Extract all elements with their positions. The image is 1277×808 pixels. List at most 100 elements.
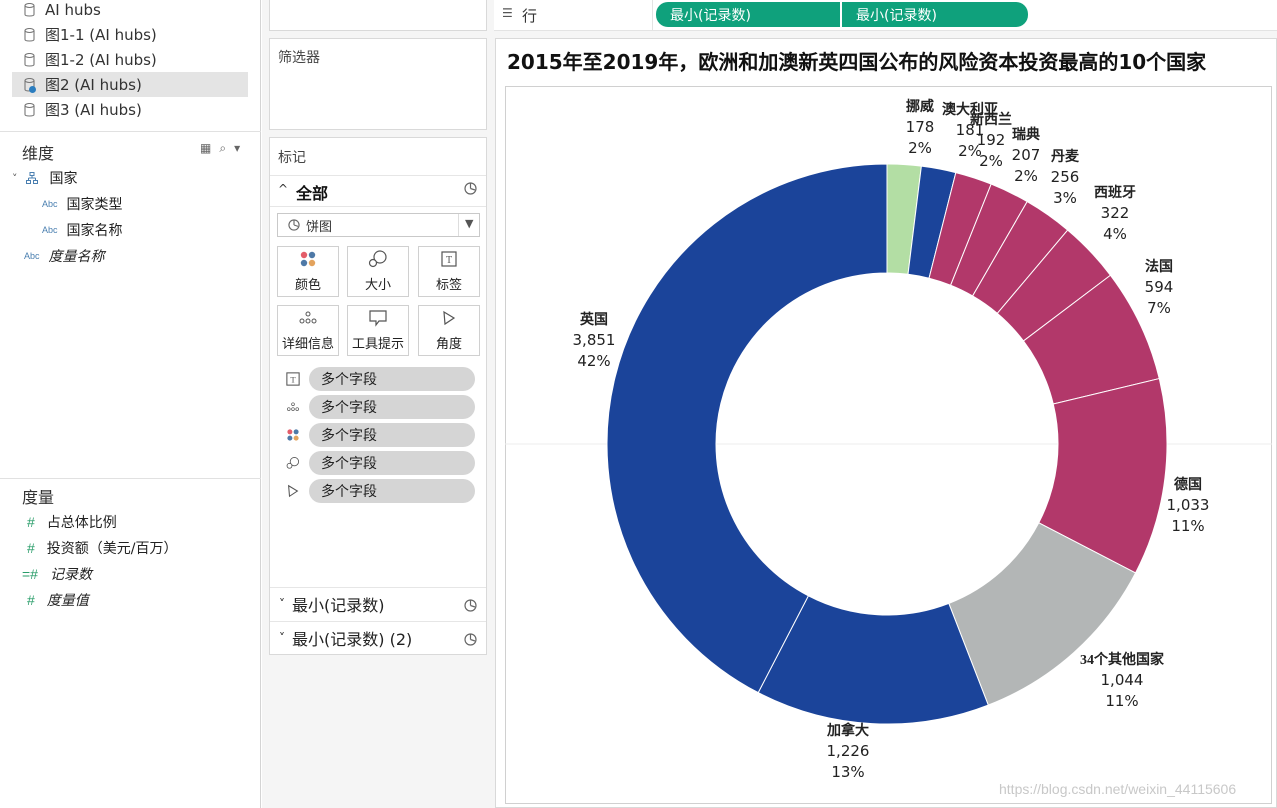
slice-name-label: 加拿大 — [826, 722, 869, 739]
filters-card[interactable]: 筛选器 — [269, 38, 487, 130]
mark-field-row: 多个字段 — [284, 395, 478, 419]
slice-value-label: 178 — [906, 118, 935, 136]
mark-type-dropdown[interactable]: 饼图 ▼ — [277, 213, 480, 237]
string-type-icon: Abc — [24, 251, 40, 261]
sub-marks-label: 最小(记录数) (2) — [292, 629, 413, 649]
dimension-field[interactable]: Abc 国家类型 — [42, 194, 123, 214]
rows-label: 行 — [522, 7, 538, 25]
color-icon[interactable] — [284, 428, 302, 442]
database-icon — [24, 52, 35, 67]
search-icon[interactable]: ⌕ — [219, 141, 227, 155]
slice-label: 34个其他国家 1,044 11% — [1080, 651, 1165, 710]
expand-caret-icon: ˅ — [279, 596, 285, 611]
dimensions-title: 维度 — [22, 144, 55, 163]
dimension-field[interactable]: Abc 度量名称 — [24, 246, 105, 266]
measure-field[interactable]: # 投资额（美元/百万） — [27, 538, 178, 558]
expand-caret-icon[interactable]: ˅ — [12, 171, 18, 185]
field-pill[interactable]: 多个字段 — [309, 479, 475, 503]
string-type-icon: Abc — [42, 199, 58, 209]
number-type-icon: # — [27, 514, 35, 530]
datasource-label: 图2 (AI hubs) — [45, 76, 142, 94]
slice-label: 新西兰 192 2% — [970, 111, 1012, 170]
slice-name-label: 西班牙 — [1094, 184, 1136, 201]
marks-card: 标记 ^ 全部 饼图 ▼ 颜色 大小 T 标签 详细信息 工具提示 角度 T 多个字段 多个字段… — [269, 137, 487, 655]
angle-mark-button[interactable]: 角度 — [418, 305, 480, 356]
row-pill-min-records-2[interactable]: 最小(记录数) — [842, 2, 1028, 27]
svg-text:T: T — [446, 255, 452, 266]
sub-marks-min-records-2[interactable]: ˅ 最小(记录数) (2) — [270, 621, 486, 653]
slice-label: 澳大利亚 181 2% — [942, 101, 998, 160]
slice-percent-label: 11% — [1171, 517, 1204, 535]
angle-icon — [441, 307, 457, 329]
number-type-icon: # — [27, 540, 35, 556]
field-pill[interactable]: 多个字段 — [309, 451, 475, 475]
measure-field[interactable]: # 占总体比例 — [27, 512, 117, 532]
mark-button-label: 详细信息 — [281, 337, 334, 352]
collapse-caret-icon[interactable]: ^ — [278, 182, 289, 196]
dimension-label: 国家 — [49, 171, 78, 187]
angle-icon[interactable] — [284, 484, 302, 498]
slice-name-label: 德国 — [1174, 476, 1202, 493]
svg-text:T: T — [290, 375, 296, 385]
measure-field[interactable]: =# 记录数 — [22, 564, 92, 584]
slice-name-label: 英国 — [579, 311, 608, 328]
slice-percent-label: 11% — [1105, 692, 1138, 710]
row-pill-min-records[interactable]: 最小(记录数) — [656, 2, 840, 27]
detail-icon[interactable] — [284, 400, 302, 414]
size-mark-button[interactable]: 大小 — [347, 246, 409, 297]
color-mark-button[interactable]: 颜色 — [277, 246, 339, 297]
list-view-icon[interactable]: ▦ — [200, 141, 212, 155]
mark-type-value: 饼图 — [306, 219, 333, 235]
label-icon[interactable]: T — [284, 372, 302, 386]
field-pill[interactable]: 多个字段 — [309, 395, 475, 419]
detail-icon — [298, 307, 318, 329]
slice-name-label: 澳大利亚 — [942, 101, 998, 118]
pie-mark-icon — [464, 182, 477, 199]
dimension-field[interactable]: ˅ 国家 — [12, 168, 78, 188]
plot-frame — [505, 86, 1272, 804]
dimension-field[interactable]: Abc 国家名称 — [42, 220, 123, 240]
database-icon — [24, 2, 35, 17]
field-pill[interactable]: 多个字段 — [309, 423, 475, 447]
slice-percent-label: 3% — [1053, 189, 1077, 207]
slice-label: 德国 1,033 11% — [1167, 476, 1210, 535]
chevron-down-icon: ▼ — [465, 217, 474, 230]
datasource-item[interactable]: 图2 (AI hubs) — [12, 72, 248, 97]
shelf-divider — [652, 0, 653, 30]
datasource-item[interactable]: 图1-1 (AI hubs) — [12, 22, 248, 47]
slice-value-label: 256 — [1051, 168, 1080, 186]
dimension-label: 国家类型 — [66, 197, 123, 213]
slice-percent-label: 2% — [958, 142, 982, 160]
slice-name-label: 丹麦 — [1051, 148, 1080, 165]
tooltip-mark-button[interactable]: 工具提示 — [347, 305, 409, 356]
mark-field-row: 多个字段 — [284, 423, 478, 447]
tooltip-icon — [368, 307, 388, 329]
database-icon — [24, 27, 35, 42]
detail-mark-button[interactable]: 详细信息 — [277, 305, 339, 356]
datasource-label: 图1-2 (AI hubs) — [45, 51, 157, 69]
mark-button-label: 角度 — [435, 337, 462, 352]
datasource-label: 图3 (AI hubs) — [45, 101, 142, 119]
donut-slice[interactable] — [606, 163, 888, 694]
size-icon[interactable] — [284, 456, 302, 470]
datasource-item[interactable]: 图1-2 (AI hubs) — [12, 47, 248, 72]
menu-caret-icon[interactable]: ▾ — [234, 141, 241, 155]
measure-field[interactable]: # 度量值 — [27, 590, 89, 610]
label-mark-button[interactable]: T 标签 — [418, 246, 480, 297]
slice-name-label: 法国 — [1145, 258, 1173, 275]
datasource-item[interactable]: AI hubs — [12, 0, 248, 22]
slice-label: 加拿大 1,226 13% — [826, 722, 869, 781]
field-pill[interactable]: 多个字段 — [309, 367, 475, 391]
sub-marks-min-records[interactable]: ˅ 最小(记录数) — [270, 587, 486, 619]
pane-divider — [0, 478, 261, 479]
mark-field-row: 多个字段 — [284, 479, 478, 503]
check-badge-icon — [29, 85, 36, 93]
slice-name-label: 34个其他国家 — [1080, 651, 1165, 668]
number-type-icon: =# — [22, 566, 38, 582]
marks-all-header[interactable]: ^ 全部 — [270, 175, 486, 207]
slice-percent-label: 2% — [979, 152, 1003, 170]
slice-name-label: 挪威 — [906, 98, 934, 115]
slice-value-label: 1,044 — [1101, 671, 1144, 689]
datasource-item[interactable]: 图3 (AI hubs) — [12, 97, 248, 122]
